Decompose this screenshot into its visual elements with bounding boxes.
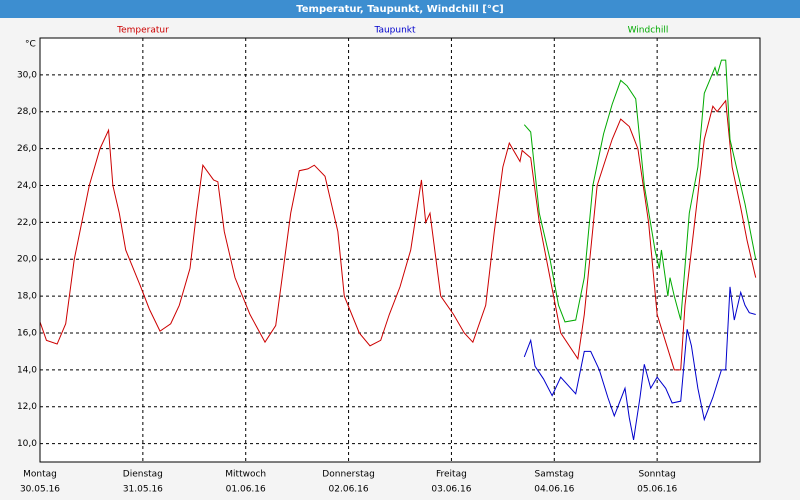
data-line [523,59,757,323]
x-tick-label: Dienstag [123,470,163,480]
y-tick-label: 26,0 [17,144,37,154]
y-tick-label: 12,0 [17,402,37,412]
data-line [523,286,756,440]
y-tick-label: 22,0 [17,218,37,228]
data-line [39,99,757,371]
y-tick-label: 30,0 [17,70,37,80]
x-tick-date: 05.06.16 [637,485,677,495]
x-tick-label: Sonntag [638,470,675,480]
x-tick-date: 03.06.16 [431,485,471,495]
title-bar [0,0,800,18]
plot-border [39,37,761,463]
y-tick-label: 18,0 [17,292,37,302]
legend-label: Temperatur [116,26,169,36]
y-tick-label: 14,0 [17,365,37,375]
x-tick-date: 04.06.16 [534,485,574,495]
x-tick-label: Montag [23,470,57,480]
plot-area [40,38,760,462]
y-tick-label: 28,0 [17,107,37,117]
y-tick-label: 24,0 [17,181,37,191]
y-axis-label: °C [25,40,36,50]
y-tick-label: 16,0 [17,328,37,338]
chart-title: Temperatur, Taupunkt, Windchill [°C] [296,4,504,15]
y-tick-label: 20,0 [17,255,37,265]
x-tick-label: Freitag [436,470,467,480]
legend-label: Taupunkt [373,26,416,36]
x-tick-label: Samstag [535,470,574,480]
x-tick-date: 01.06.16 [226,485,266,495]
x-tick-label: Donnerstag [322,470,375,480]
y-tick-label: 10,0 [17,439,37,449]
x-tick-date: 02.06.16 [329,485,369,495]
x-tick-date: 31.05.16 [123,485,163,495]
x-tick-label: Mittwoch [225,470,266,480]
legend-label: Windchill [628,26,669,36]
x-tick-date: 30.05.16 [20,485,60,495]
